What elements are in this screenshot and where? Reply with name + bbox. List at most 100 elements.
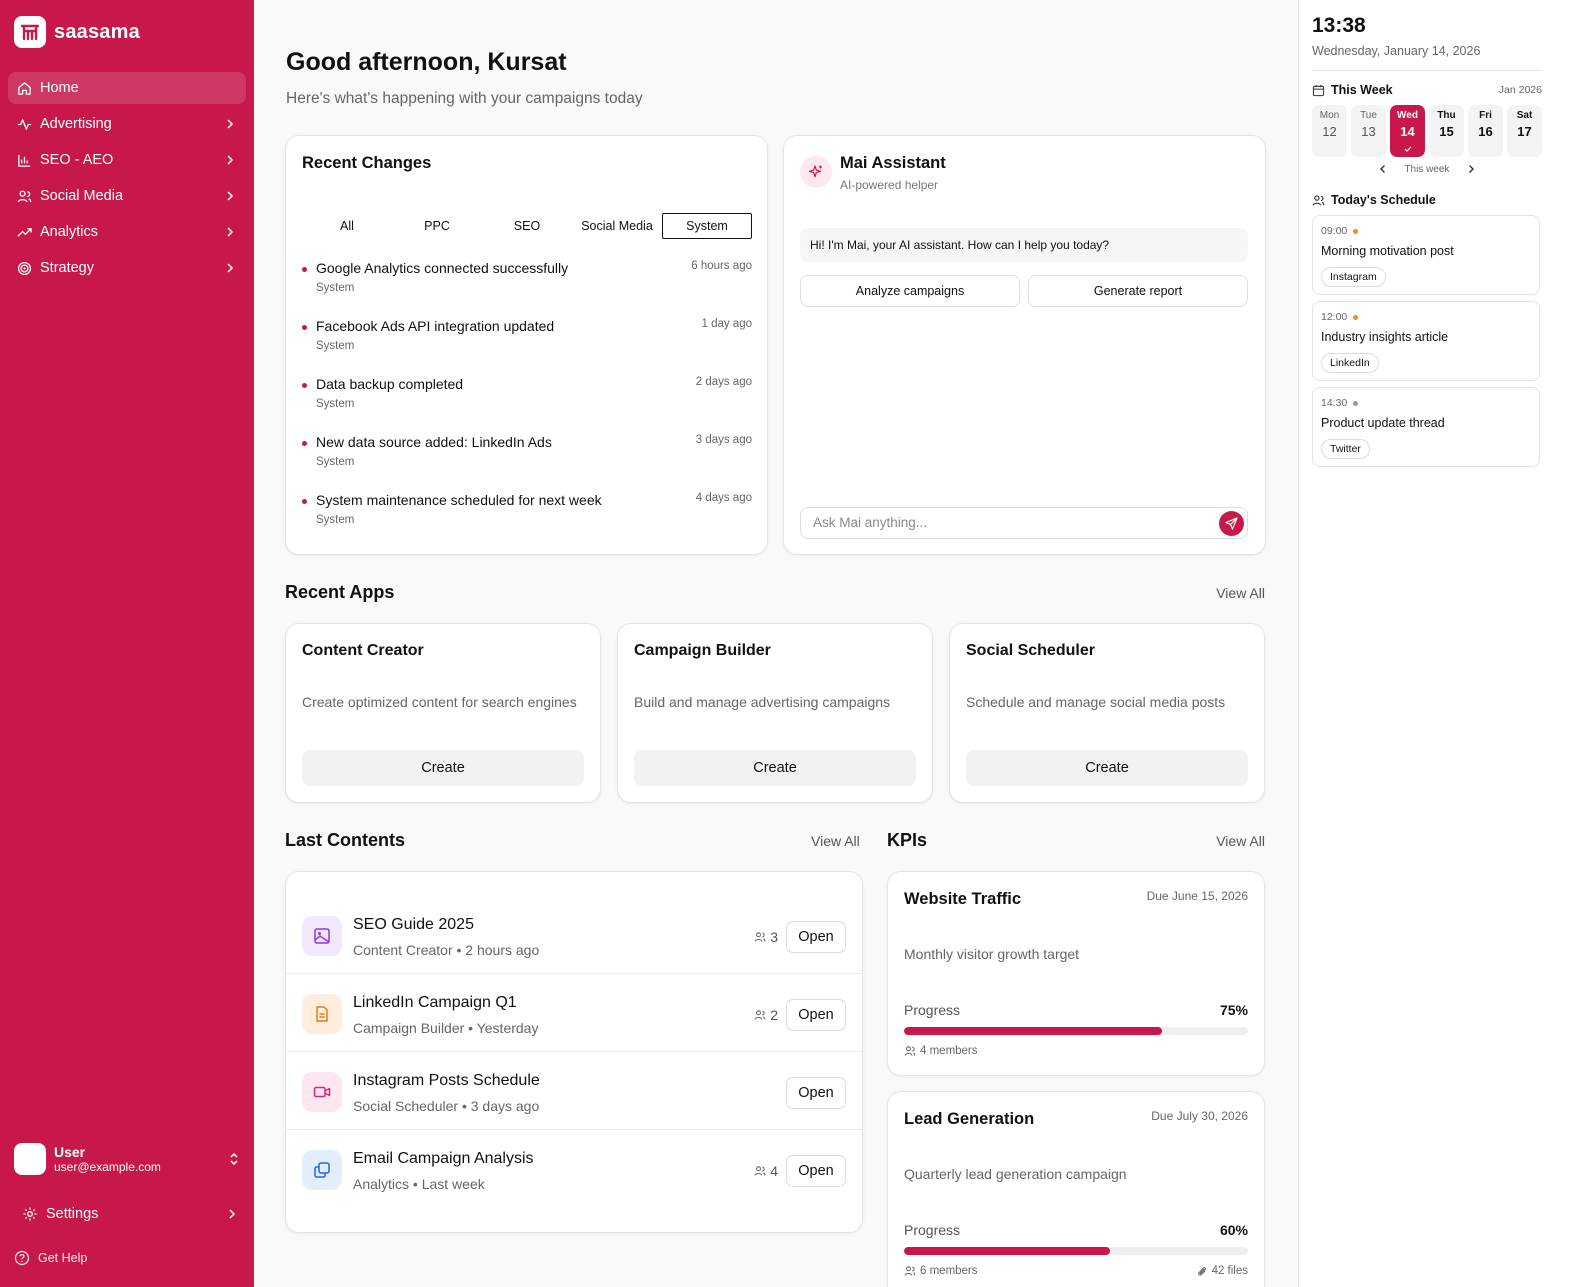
list-item: New data source added: LinkedIn Ads Syst… <box>302 434 752 492</box>
logo[interactable]: saasama <box>14 16 140 48</box>
create-button[interactable]: Create <box>634 750 916 786</box>
content-title: LinkedIn Campaign Q1 <box>353 994 517 1011</box>
status-dot <box>302 267 307 272</box>
tab-seo[interactable]: SEO <box>513 219 541 233</box>
users-icon <box>904 1046 916 1056</box>
change-title: New data source added: LinkedIn Ads <box>316 434 552 450</box>
get-help-link[interactable]: Get Help <box>14 1250 87 1266</box>
progress-bar <box>904 1027 1248 1035</box>
last-contents-view-all[interactable]: View All <box>811 833 860 849</box>
schedule-title-text: Industry insights article <box>1321 330 1449 344</box>
chevron-right-icon <box>227 155 234 165</box>
day-cell[interactable]: Fri 16 <box>1468 105 1503 157</box>
settings-button[interactable]: Settings <box>14 1198 238 1230</box>
month-label: Jan 2026 <box>1498 84 1542 96</box>
analyze-campaigns-button[interactable]: Analyze campaigns <box>800 275 1020 307</box>
open-button[interactable]: Open <box>786 1077 846 1109</box>
app-title: Campaign Builder <box>634 642 771 659</box>
schedule-item[interactable]: 09:00 Morning motivation post Instagram <box>1312 215 1540 295</box>
kpi-title: Lead Generation <box>904 1110 1035 1128</box>
change-title: Data backup completed <box>316 376 464 392</box>
open-button[interactable]: Open <box>786 999 846 1031</box>
create-button[interactable]: Create <box>302 750 584 786</box>
day-name: Wed <box>1397 110 1418 121</box>
recent-changes-tabs: All PPC SEO Social Media System <box>302 213 752 239</box>
create-button[interactable]: Create <box>966 750 1248 786</box>
day-cell[interactable]: Thu 15 <box>1429 105 1464 157</box>
table-row: Instagram Posts Schedule Social Schedule… <box>286 1052 862 1130</box>
change-category: System <box>316 398 355 410</box>
get-help-label: Get Help <box>38 1251 88 1265</box>
sidebar-item-label: Strategy <box>40 260 94 276</box>
schedule-item[interactable]: 12:00 Industry insights article LinkedIn <box>1312 301 1540 381</box>
sidebar-item-strategy[interactable]: Strategy <box>8 252 246 284</box>
week-header: This Week Jan 2026 <box>1312 83 1542 97</box>
content-meta: Social Scheduler • 3 days ago <box>353 1098 540 1114</box>
sidebar-item-social-media[interactable]: Social Media <box>8 180 246 212</box>
schedule-header: Today's Schedule <box>1312 193 1436 207</box>
members-value: 4 <box>770 1163 778 1179</box>
day-cell[interactable]: Mon 12 <box>1312 105 1347 157</box>
day-cell[interactable]: Sat 17 <box>1507 105 1542 157</box>
change-time: 6 hours ago <box>691 260 752 272</box>
content-meta: Analytics • Last week <box>353 1176 485 1192</box>
user-menu[interactable]: User user@example.com <box>14 1141 240 1177</box>
table-row: Email Campaign Analysis Analytics • Last… <box>286 1130 862 1208</box>
send-icon <box>1225 517 1238 530</box>
kpi-due-date: Due June 15, 2026 <box>1146 889 1248 903</box>
tab-ppc[interactable]: PPC <box>424 219 450 233</box>
open-button[interactable]: Open <box>786 1155 846 1187</box>
chevron-left-icon[interactable] <box>1378 164 1388 174</box>
day-number: 17 <box>1517 124 1532 139</box>
week-nav-label: This week <box>1404 164 1450 175</box>
trend-icon <box>16 224 32 240</box>
schedule-title-text: Morning motivation post <box>1321 244 1454 258</box>
send-button[interactable] <box>1219 511 1244 536</box>
progress-label: Progress <box>904 1222 961 1238</box>
calendar-icon <box>1312 84 1325 96</box>
tab-all[interactable]: All <box>340 219 354 233</box>
chevron-right-icon <box>227 227 234 237</box>
day-cell[interactable]: Tue 13 <box>1351 105 1386 157</box>
app-card: Social Scheduler Schedule and manage soc… <box>949 623 1265 803</box>
day-number: 14 <box>1400 124 1415 139</box>
assistant-input[interactable]: Ask Mai anything... <box>800 507 1248 539</box>
schedule-time: 14:30 <box>1321 397 1348 409</box>
app-description: Build and manage advertising campaigns <box>634 694 891 710</box>
sidebar-item-label: SEO - AEO <box>40 152 114 168</box>
schedule-time-row: 12:00 <box>1321 311 1359 323</box>
sidebar-item-advertising[interactable]: Advertising <box>8 108 246 140</box>
tab-social-media[interactable]: Social Media <box>581 219 653 233</box>
chevron-right-icon[interactable] <box>1466 164 1476 174</box>
logo-icon <box>14 16 46 48</box>
day-name: Fri <box>1479 110 1492 121</box>
activity-icon <box>16 116 32 132</box>
status-dot <box>1353 400 1359 406</box>
schedule-time: 12:00 <box>1321 311 1348 323</box>
status-dot <box>302 499 307 504</box>
list-item: Google Analytics connected successfully … <box>302 260 752 318</box>
content-title: SEO Guide 2025 <box>353 916 474 933</box>
content-title: Instagram Posts Schedule <box>353 1072 540 1089</box>
kpis-view-all[interactable]: View All <box>1216 833 1265 849</box>
recent-apps-view-all[interactable]: View All <box>1216 585 1265 601</box>
recent-changes-title: Recent Changes <box>302 154 432 172</box>
tab-system[interactable]: System <box>662 213 752 239</box>
schedule-time: 09:00 <box>1321 225 1348 237</box>
generate-report-button[interactable]: Generate report <box>1028 275 1248 307</box>
schedule-item[interactable]: 14:30 Product update thread Twitter <box>1312 387 1540 467</box>
day-name: Tue <box>1360 110 1377 121</box>
document-icon <box>302 994 342 1034</box>
day-cell-selected[interactable]: Wed 14 <box>1390 105 1425 157</box>
sidebar-item-seo[interactable]: SEO - AEO <box>8 144 246 176</box>
sidebar-item-label: Analytics <box>40 224 99 240</box>
recent-changes-card: Recent Changes All PPC SEO Social Media … <box>285 135 768 555</box>
check-icon <box>1404 146 1411 152</box>
sidebar-item-analytics[interactable]: Analytics <box>8 216 246 248</box>
right-panel: 13:38 Wednesday, January 14, 2026 This W… <box>1298 0 1580 1287</box>
change-time: 1 day ago <box>701 318 752 330</box>
sidebar-item-home[interactable]: Home <box>8 72 246 104</box>
open-button[interactable]: Open <box>786 921 846 953</box>
members-count: 4 <box>754 1163 778 1179</box>
users-icon <box>754 1166 766 1176</box>
